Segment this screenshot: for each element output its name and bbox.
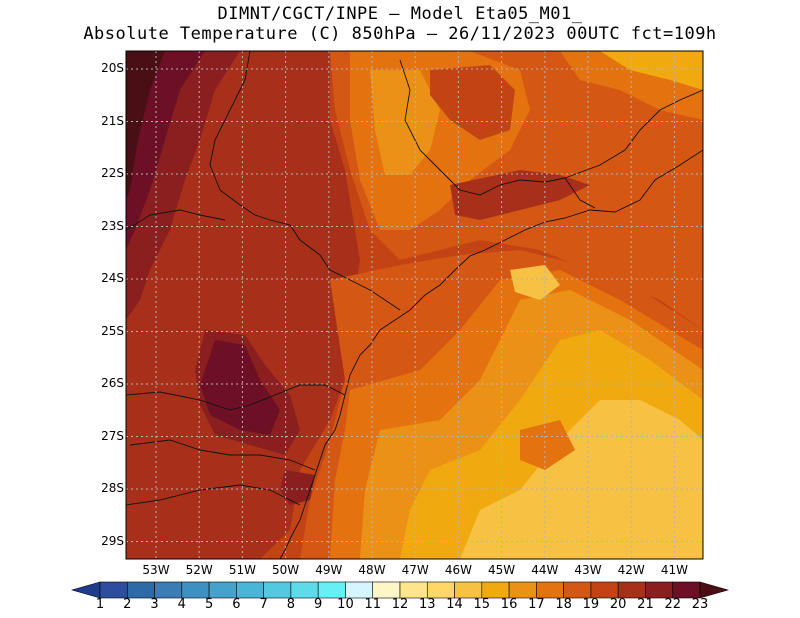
colorbar-segment — [508, 581, 537, 599]
colorbar-segment — [454, 581, 483, 599]
colorbar — [70, 581, 730, 599]
colorbar-segment — [481, 581, 510, 599]
colorbar-label: 13 — [418, 597, 436, 612]
colorbar-segment — [590, 581, 619, 599]
colorbar-label: 6 — [232, 597, 241, 612]
colorbar-label: 12 — [391, 597, 409, 612]
lon-label: 48W — [358, 563, 386, 577]
lon-label: 52W — [185, 563, 213, 577]
colorbar-segment — [126, 581, 155, 599]
lon-label: 41W — [660, 563, 688, 577]
lat-label: 25S — [101, 323, 124, 338]
field-east-14 — [510, 265, 560, 300]
field-interior-22 — [200, 340, 280, 435]
colorbar-label: 10 — [337, 597, 354, 612]
colorbar-label: 20 — [609, 597, 627, 612]
lat-label: 27S — [101, 428, 124, 443]
state-border-4 — [126, 484, 301, 506]
colorbar-segment — [563, 581, 592, 599]
lon-label: 51W — [228, 563, 256, 577]
field-pocket-17 — [520, 420, 575, 470]
lat-label: 22S — [101, 166, 124, 180]
colorbar-segment — [290, 581, 319, 599]
colorbar-label: 18 — [555, 597, 572, 612]
state-border-6 — [564, 89, 703, 179]
state-border-2 — [129, 439, 316, 471]
state-border-7 — [564, 177, 596, 209]
colorbar-segment — [399, 581, 428, 599]
lon-label: 47W — [401, 563, 429, 577]
colorbar-label: 21 — [637, 597, 654, 612]
coastline-borders — [126, 51, 703, 559]
colorbar-label: 11 — [364, 597, 381, 612]
colorbar-segment — [645, 581, 674, 599]
lon-label: 43W — [574, 563, 602, 577]
colorbar-segment — [426, 581, 455, 599]
colorbar-label: 1 — [95, 597, 105, 612]
colorbar-label: 2 — [123, 597, 132, 612]
state-border-5 — [399, 59, 566, 196]
state-border-1 — [209, 51, 401, 311]
lat-label: 28S — [101, 481, 124, 495]
graticule — [126, 51, 703, 559]
colorbar-label: 22 — [664, 597, 681, 612]
colorbar-label: 5 — [204, 597, 214, 612]
field-highland-19 — [430, 65, 515, 140]
colorbar-segment — [99, 581, 128, 599]
lon-label: 49W — [315, 563, 343, 577]
lon-label: 50W — [272, 563, 300, 577]
lon-label: 45W — [488, 563, 516, 577]
lat-label: 23S — [101, 218, 124, 233]
colorbar-segment — [208, 581, 237, 599]
colorbar-segment — [617, 581, 646, 599]
colorbar-label: 15 — [473, 597, 491, 612]
lat-label: 20S — [101, 61, 124, 75]
colorbar-segment — [372, 581, 401, 599]
colorbar-label: 7 — [259, 597, 268, 612]
colorbar-segment — [263, 581, 292, 599]
field-west-23 — [126, 51, 165, 200]
colorbar-segment — [181, 581, 210, 599]
lon-label: 42W — [617, 563, 645, 577]
colorbar-label: 3 — [150, 597, 159, 612]
lat-label: 26S — [101, 376, 124, 390]
colorbar-label: 14 — [446, 597, 463, 612]
colorbar-label: 8 — [286, 597, 296, 612]
colorbar-segment — [317, 581, 346, 599]
colorbar-segment — [672, 581, 701, 599]
colorbar-segment — [154, 581, 183, 599]
colorbar-label: 23 — [691, 597, 709, 612]
colorbar-segment — [236, 581, 264, 599]
colorbar-label: 9 — [314, 597, 323, 612]
colorbar-label: 19 — [582, 597, 600, 612]
lat-label: 21S — [101, 113, 124, 128]
field-ne-15 — [600, 51, 703, 90]
temperature-field — [126, 51, 703, 559]
lon-label: 53W — [142, 563, 170, 577]
coastline — [279, 149, 703, 559]
colorbar-segment — [345, 581, 374, 599]
colorbar-segment — [699, 581, 730, 599]
colorbar-label: 4 — [177, 597, 186, 612]
lon-label: 44W — [531, 563, 559, 577]
state-border-8 — [126, 209, 226, 231]
state-border-3 — [126, 384, 346, 411]
lat-label: 29S — [101, 533, 124, 548]
field-highland-20 — [450, 170, 590, 220]
lat-label: 24S — [101, 271, 124, 285]
title-line-1: DIMNT/CGCT/INPE – Model Eta05_M01_ — [217, 4, 583, 24]
field-south-14 — [560, 480, 660, 540]
plot-frame — [125, 50, 704, 560]
field-central-16 — [370, 70, 440, 175]
colorbar-label: 17 — [528, 597, 545, 612]
colorbar-segment — [70, 581, 101, 599]
lon-label: 46W — [444, 563, 472, 577]
field-south-21 — [280, 470, 315, 505]
colorbar-label: 16 — [500, 597, 518, 612]
colorbar-segment — [536, 581, 564, 599]
title-line-2: Absolute Temperature (C) 850hPa – 26/11/… — [83, 24, 717, 44]
